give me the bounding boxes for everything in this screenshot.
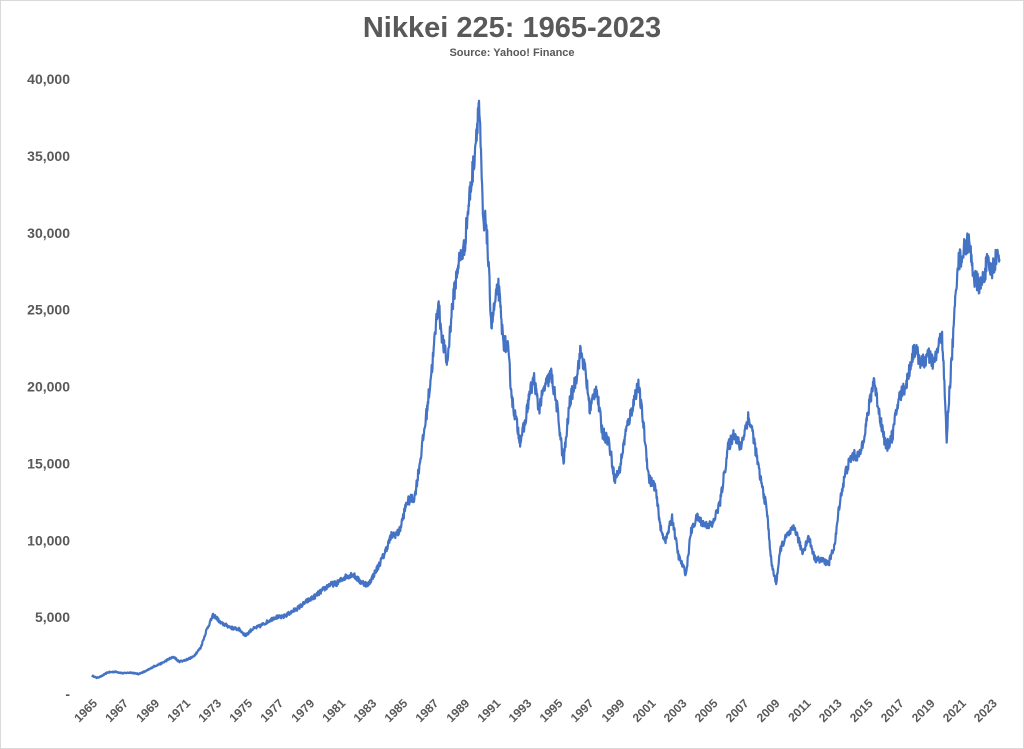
y-tick-label: 25,000 [27,302,70,318]
x-tick-label: 1975 [226,696,255,725]
series-line [91,99,1001,680]
chart-title: Nikkei 225: 1965-2023 [362,12,662,44]
x-tick-label: 1997 [568,696,597,725]
x-tick-label: 1967 [102,696,131,725]
x-tick-label: 2021 [940,696,969,725]
x-tick-label: 1965 [71,696,100,725]
y-tick-label: 5,000 [35,609,70,625]
x-tick-label: 1999 [599,696,628,725]
x-tick-label: 2009 [754,696,783,725]
x-tick-label: 2019 [909,696,938,725]
x-tick-label: 1991 [475,696,504,725]
x-tick-label: 1987 [413,696,442,725]
x-tick-label: 1979 [289,696,318,725]
x-axis: 1965 1967 1969 1971 1973 1975 1977 1979 1981 1983… [71,696,1000,725]
x-tick-label: 2011 [785,696,814,725]
y-tick-label: 10,000 [27,532,70,548]
x-tick-label: 1973 [195,696,224,725]
x-tick-label: 2023 [971,696,1000,725]
x-tick-label: 1995 [537,696,566,725]
x-tick-label: 2017 [878,696,907,725]
y-tick-label: 40,000 [27,71,70,87]
x-tick-label: 1985 [382,696,411,725]
y-axis: - 5,000 10,000 15,000 20,000 25,000 30,000 35,0… [27,71,70,702]
x-tick-label: 2013 [816,696,845,725]
y-tick-label: 35,000 [27,148,70,164]
x-tick-label: 2001 [630,696,659,725]
y-tick-label: - [65,686,70,702]
x-tick-label: 1989 [444,696,473,725]
x-tick-label: 1993 [506,696,535,725]
x-tick-label: 1971 [164,696,193,725]
y-tick-label: 20,000 [27,379,70,395]
x-tick-label: 1977 [257,696,286,725]
series-group [91,99,1001,680]
y-tick-label: 15,000 [27,455,70,471]
x-tick-label: 2007 [723,696,752,725]
x-tick-label: 1983 [351,696,380,725]
x-tick-label: 1981 [320,696,349,725]
x-tick-label: 2005 [692,696,721,725]
chart-subtitle: Source: Yahoo! Finance [449,47,575,59]
y-tick-label: 30,000 [27,225,70,241]
x-tick-label: 1969 [133,696,162,725]
x-tick-label: 2003 [661,696,690,725]
x-tick-label: 2015 [847,696,876,725]
